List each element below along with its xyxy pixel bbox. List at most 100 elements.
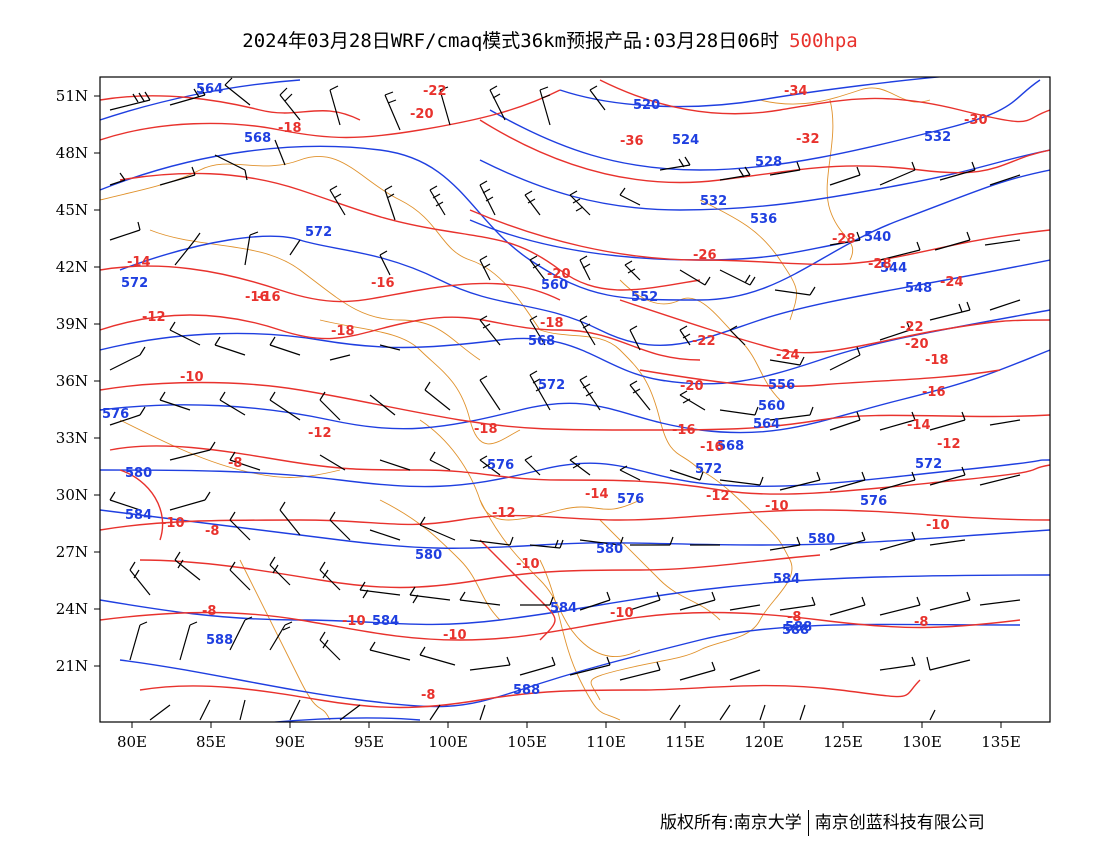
temp-label: -16 (257, 290, 281, 305)
temp-label: -24 (776, 348, 800, 363)
height-label: 552 (631, 290, 658, 305)
height-label: 548 (905, 281, 932, 296)
company-name: 南京创蓝科技有限公司 (814, 813, 985, 833)
height-label: 588 (513, 683, 540, 698)
height-label: 532 (924, 130, 951, 145)
wind-barbs (109, 77, 1021, 721)
temp-label: -12 (492, 506, 516, 521)
lat-label: 45N (56, 201, 88, 219)
height-label: 532 (700, 194, 727, 209)
height-label: 576 (102, 407, 129, 422)
temp-label: -34 (784, 84, 808, 99)
height-label: 576 (487, 458, 514, 473)
temp-label: -18 (278, 121, 302, 136)
height-label: 556 (768, 378, 795, 393)
longitude-labels: 80E 85E 90E 95E 100E 105E 110E 115E 120E… (117, 733, 1021, 751)
lon-label: 90E (275, 733, 305, 751)
temp-label: -12 (937, 437, 961, 452)
height-label: 572 (121, 276, 148, 291)
temp-label: -12 (706, 489, 730, 504)
map-title: 2024年03月28日WRF/cmaq模式36km预报产品:03月28日06时 5… (0, 26, 1100, 53)
temp-label: -20 (410, 107, 434, 122)
temp-label: -28 (832, 232, 856, 247)
temp-label: -20 (547, 267, 571, 282)
temp-label: -16 (672, 423, 696, 438)
lon-label: 130E (902, 733, 942, 751)
temp-label: -18 (474, 422, 498, 437)
temp-label: -22 (423, 84, 447, 99)
temp-label: -8 (228, 456, 242, 471)
height-label: 568 (717, 439, 744, 454)
height-label: 588 (782, 623, 809, 638)
lon-label: 85E (196, 733, 226, 751)
height-label: 536 (750, 212, 777, 227)
height-label: 520 (633, 98, 660, 113)
temp-label: -22 (900, 320, 924, 335)
height-label: 584 (125, 508, 152, 523)
height-label: 572 (695, 462, 722, 477)
temp-label: -18 (925, 353, 949, 368)
lon-label: 100E (428, 733, 468, 751)
lat-label: 51N (56, 87, 88, 105)
temperature-labels: -22 -20 -18 -16 -14 -16 -12 -10 -8 -10 -… (127, 84, 988, 703)
temp-label: -8 (421, 688, 435, 703)
height-label: 584 (372, 614, 399, 629)
temp-label: -36 (620, 134, 644, 149)
temp-label: -10 (443, 628, 467, 643)
height-label: 572 (915, 457, 942, 472)
height-label: 560 (541, 278, 568, 293)
plot-frame (99, 76, 1051, 723)
temp-label: -10 (180, 370, 204, 385)
height-label: 576 (860, 494, 887, 509)
temp-label: -8 (202, 604, 216, 619)
temp-label: -8 (787, 610, 801, 625)
temp-label: -12 (142, 310, 166, 325)
lon-label: 120E (744, 733, 784, 751)
height-label: 528 (755, 155, 782, 170)
footer-divider (807, 810, 809, 836)
temp-label: -16 (371, 276, 395, 291)
temp-label: -16 (700, 440, 724, 455)
temp-label: -10 (516, 557, 540, 572)
temp-label: -14 (585, 487, 609, 502)
lon-label: 105E (507, 733, 547, 751)
height-label: 588 (206, 633, 233, 648)
height-label: 568 (528, 334, 555, 349)
lat-label: 33N (56, 429, 88, 447)
height-labels: 564 568 572 572 576 580 584 588 580 584 … (102, 82, 951, 698)
lat-label: 48N (56, 144, 88, 162)
lon-label: 95E (354, 733, 384, 751)
temp-label: -10 (342, 614, 366, 629)
height-label: 572 (538, 378, 565, 393)
temp-label: -20 (680, 379, 704, 394)
temp-label: -14 (907, 418, 931, 433)
height-label: 576 (617, 492, 644, 507)
height-label: 584 (550, 601, 577, 616)
temp-label: -16 (245, 290, 269, 305)
temp-label: -8 (205, 524, 219, 539)
height-label: 564 (753, 417, 780, 432)
temp-label: -8 (914, 615, 928, 630)
temp-label: -18 (331, 324, 355, 339)
height-label: 580 (808, 532, 835, 547)
lat-label: 39N (56, 315, 88, 333)
height-label: 580 (125, 466, 152, 481)
lat-label: 21N (56, 657, 88, 675)
height-label: 564 (196, 82, 223, 97)
temp-label: -26 (693, 248, 717, 263)
lat-label: 42N (56, 258, 88, 276)
title-text: 2024年03月28日WRF/cmaq模式36km预报产品:03月28日06时 (242, 30, 780, 52)
temp-label: -10 (926, 518, 950, 533)
pressure-level: 500hpa (789, 30, 858, 52)
latitude-labels: 51N 48N 45N 42N 39N 36N 33N 30N 27N 24N … (56, 87, 88, 675)
lon-label: 80E (117, 733, 147, 751)
lat-label: 24N (56, 600, 88, 618)
temp-label: -10 (161, 516, 185, 531)
lon-label: 110E (586, 733, 626, 751)
height-label: 588 (785, 620, 812, 635)
height-label: 568 (244, 131, 271, 146)
lat-label: 27N (56, 543, 88, 561)
temp-label: -18 (540, 316, 564, 331)
longitude-axis (131, 722, 1002, 728)
